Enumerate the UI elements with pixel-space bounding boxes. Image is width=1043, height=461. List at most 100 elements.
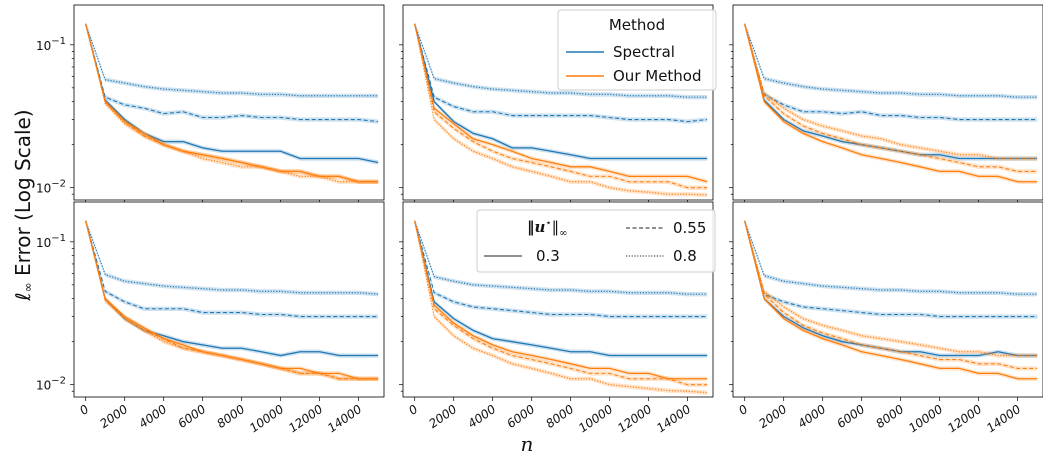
y-tick-label-base: 10: [36, 236, 51, 250]
y-axis-title-text: Error (Log Scale): [11, 109, 35, 282]
series-line-spectral-dashed: [414, 23, 708, 123]
series-line-our-method-solid: [744, 220, 1038, 380]
series-line-spectral-dotted: [744, 220, 1038, 295]
legend-norm-title-sub: ∞: [559, 228, 567, 239]
x-tick-label: 2000: [426, 402, 459, 431]
panel-frame: [732, 4, 1043, 201]
x-tick-label: 0: [406, 402, 421, 418]
series-line-our-method-dotted: [414, 220, 708, 394]
series-layer: [85, 219, 379, 381]
series-line-spectral-solid: [414, 23, 708, 160]
y-axis-title-ell: ℓ: [11, 292, 35, 301]
legend-method: Method Spectral Our Method: [557, 9, 717, 91]
series-line-our-method-dotted: [85, 23, 379, 183]
x-tick-label: 10000: [247, 402, 287, 436]
series-line-spectral-dotted: [85, 220, 379, 295]
series-line-spectral-solid: [414, 220, 708, 357]
series-line-our-method-dashed: [414, 23, 708, 189]
x-tick-label: 6000: [504, 402, 537, 431]
panel-frame: [73, 4, 385, 201]
y-tick-label-base: 10: [36, 182, 51, 196]
panels-layer: 10−110−210−110−20 2000 4000 6000 8000 10000 12…: [36, 4, 1043, 436]
x-tick-label: 8000: [873, 402, 906, 431]
x-tick-label: 12000: [615, 402, 655, 436]
series-line-our-method-dotted: [744, 220, 1038, 357]
series-line-our-method-dotted: [744, 23, 1038, 160]
series-line-spectral-dashed: [414, 220, 708, 318]
series-line-spectral-dashed: [85, 220, 379, 318]
panel-frame: [732, 201, 1043, 398]
x-tick-label: 6000: [175, 402, 208, 431]
y-tick-label-exp: −1: [51, 233, 66, 244]
legend-norm-frame: [476, 209, 716, 273]
legend-method-title: Method: [609, 16, 665, 34]
y-tick-label: 10−1: [36, 233, 66, 250]
series-layer: [414, 22, 708, 198]
panel-row1-col1: 10−110−2: [36, 4, 385, 204]
y-tick-label-exp: −2: [51, 179, 66, 190]
series-line-spectral-dotted: [414, 23, 708, 98]
x-tick-label: 8000: [214, 402, 247, 431]
x-tick-label: 12000: [286, 402, 326, 436]
x-tick-label: 2000: [97, 402, 130, 431]
x-tick-label: 0: [77, 402, 92, 418]
series-line-spectral-dotted: [744, 23, 1038, 98]
series-line-our-method-dashed: [744, 220, 1038, 369]
panel-row2-col3: 0 2000 4000 6000 8000 10000 12000 14000: [729, 201, 1043, 436]
series-line-our-method-solid: [414, 23, 708, 183]
series-line-spectral-solid: [85, 23, 379, 164]
x-tick-label: 14000: [325, 402, 365, 436]
series-line-spectral-dashed: [85, 23, 379, 123]
legend-norm-label-055: 0.55: [673, 219, 706, 237]
x-tick-label: 2000: [756, 402, 789, 431]
panel-row1-col3: [729, 4, 1043, 204]
y-tick-label: 10−2: [36, 376, 66, 393]
x-tick-label: 14000: [984, 402, 1024, 436]
x-tick-label: 12000: [945, 402, 985, 436]
x-tick-label: 10000: [906, 402, 946, 436]
series-line-our-method-dashed: [414, 220, 708, 386]
legend-norm-title-sup: ⋆: [545, 218, 551, 229]
series-band: [744, 219, 1038, 358]
series-band: [85, 22, 379, 184]
series-layer: [744, 219, 1038, 381]
x-tick-label: 14000: [654, 402, 694, 436]
legend-norm-label-03: 0.3: [536, 247, 560, 265]
y-tick-label-exp: −1: [51, 36, 66, 47]
y-tick-label-exp: −2: [51, 376, 66, 387]
legend-method-label-ours: Our Method: [613, 67, 702, 85]
series-band: [85, 22, 379, 184]
series-band: [414, 219, 708, 387]
y-axis-title: ℓ∞ Error (Log Scale): [11, 109, 35, 301]
series-line-spectral-dashed: [744, 220, 1038, 318]
series-line-our-method-dashed: [744, 23, 1038, 172]
legend-method-frame: [557, 9, 717, 91]
y-tick-label: 10−2: [36, 179, 66, 196]
series-layer: [85, 22, 379, 184]
legend-norm: ‖u⋆‖∞ 0.55 0.3 0.8: [476, 209, 716, 273]
x-axis-title: n: [521, 432, 534, 456]
x-tick-label: 4000: [795, 402, 828, 431]
panel-frame: [73, 201, 385, 398]
series-band: [414, 22, 708, 190]
y-tick-label-base: 10: [36, 39, 51, 53]
y-tick-label-base: 10: [36, 379, 51, 393]
series-layer: [744, 22, 1038, 184]
y-tick-label: 10−1: [36, 36, 66, 53]
x-tick-label: 0: [736, 402, 751, 418]
legend-method-label-spectral: Spectral: [613, 43, 675, 61]
series-line-our-method-dashed: [85, 23, 379, 183]
x-tick-label: 4000: [465, 402, 498, 431]
legend-norm-title-main: ‖u: [527, 218, 546, 236]
series-layer: [414, 219, 708, 395]
x-tick-label: 4000: [136, 402, 169, 431]
series-line-our-method-solid: [414, 220, 708, 380]
series-band: [414, 219, 708, 381]
series-band: [85, 22, 379, 184]
legend-norm-title-end: ‖: [552, 218, 560, 236]
y-axis-title-sub: ∞: [21, 282, 35, 292]
legend-norm-label-08: 0.8: [673, 247, 697, 265]
series-band: [744, 22, 1038, 161]
legend-norm-title: ‖u⋆‖∞: [527, 218, 568, 239]
